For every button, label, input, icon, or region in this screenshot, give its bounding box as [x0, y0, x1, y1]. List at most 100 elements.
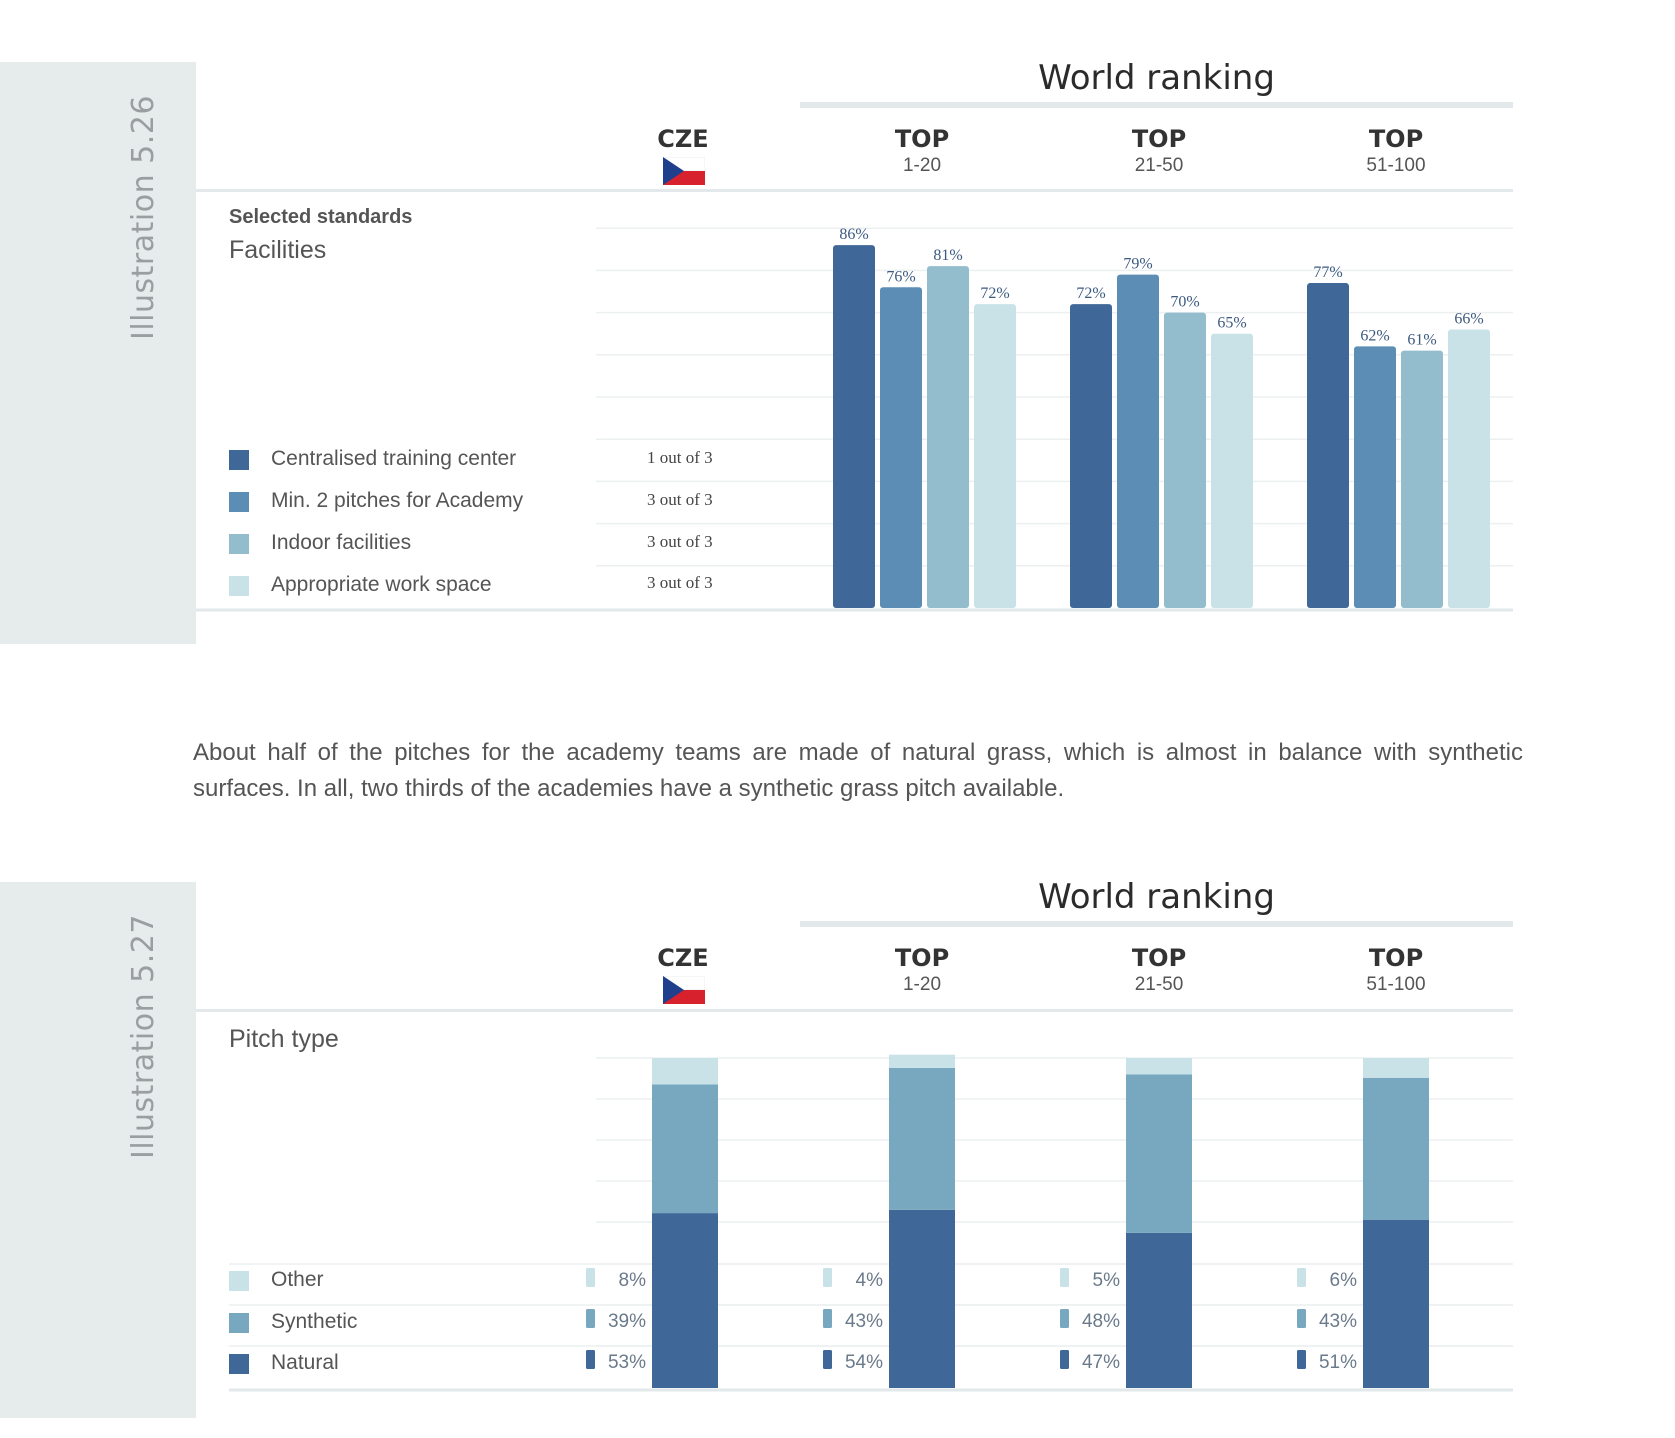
label-marker [1297, 1309, 1306, 1328]
column-header-top51-100-527: TOP 51-100 [1316, 944, 1476, 996]
legend-swatch [229, 450, 249, 470]
data-label: 47% [1082, 1352, 1120, 1373]
bar-segment [889, 1209, 955, 1388]
data-label: 65% [1217, 315, 1246, 332]
legend-swatch [229, 576, 249, 596]
data-label: 62% [1360, 327, 1389, 344]
data-label: 5% [1093, 1270, 1121, 1291]
bar-segment [1126, 1058, 1192, 1075]
legend-label: Indoor facilities [271, 531, 412, 554]
column-header-range: 51-100 [1366, 155, 1426, 176]
world-ranking-rule-526 [800, 102, 1513, 108]
bar-segment [889, 1054, 955, 1068]
bar-segment [1126, 1232, 1192, 1388]
bar [1401, 350, 1443, 608]
label-marker [1297, 1350, 1306, 1369]
cze-value: 3 out of 3 [647, 532, 713, 551]
column-header-cze-526: CZE [603, 125, 763, 153]
czech-flag-icon [663, 976, 705, 1004]
column-header-range: 1-20 [902, 974, 942, 995]
bar [1117, 274, 1159, 608]
legend-swatch [229, 1313, 249, 1333]
world-ranking-title-526: World ranking [1038, 58, 1275, 98]
data-label: 76% [886, 268, 915, 285]
header-rule-527 [196, 1009, 1513, 1012]
czech-flag-icon [663, 157, 705, 185]
data-label: 72% [1076, 285, 1105, 302]
data-label: 86% [839, 226, 868, 243]
data-label: 51% [1319, 1352, 1357, 1373]
data-label: 43% [1319, 1311, 1357, 1332]
bar [1307, 283, 1349, 608]
label-marker [823, 1350, 832, 1369]
illustration-panel-526 [0, 62, 196, 644]
legend-label: Other [271, 1268, 324, 1291]
data-label: 70% [1170, 294, 1199, 311]
bar-segment [889, 1067, 955, 1210]
cze-value: 1 out of 3 [647, 448, 713, 467]
column-header-label: TOP [1368, 125, 1424, 153]
body-paragraph: About half of the pitches for the academ… [193, 739, 1523, 802]
data-label: 53% [608, 1352, 646, 1373]
bar [1211, 333, 1253, 608]
data-label: 54% [845, 1352, 883, 1373]
bar [1070, 304, 1112, 608]
data-label: 66% [1454, 310, 1483, 327]
data-label: 72% [980, 285, 1009, 302]
legend-label: Min. 2 pitches for Academy [271, 489, 524, 512]
column-header-top1-20-527: TOP 1-20 [842, 944, 1002, 996]
data-label: 77% [1313, 264, 1342, 281]
cze-value: 3 out of 3 [647, 573, 713, 592]
cze-value: 3 out of 3 [647, 490, 713, 509]
chart-section-title-pitch-type: Pitch type [229, 1025, 339, 1053]
legend-swatch [229, 1271, 249, 1291]
bar-segment [652, 1084, 718, 1214]
bar [927, 266, 969, 608]
legend-swatch [229, 534, 249, 554]
data-label: 6% [1330, 1270, 1358, 1291]
data-label: 61% [1407, 332, 1436, 349]
chart-section-title-facilities: Facilities [229, 236, 327, 264]
data-label: 8% [619, 1270, 647, 1291]
bar-segment [1363, 1219, 1429, 1388]
bar-segment [652, 1213, 718, 1388]
bar-segment [1363, 1077, 1429, 1220]
header-rule-526 [196, 189, 1513, 192]
column-header-label: TOP [1131, 125, 1187, 153]
data-label: 81% [933, 247, 962, 264]
data-label: 79% [1123, 256, 1152, 273]
column-header-top51-100-526: TOP 51-100 [1316, 125, 1476, 177]
world-ranking-rule-527 [800, 921, 1513, 927]
column-header-label: CZE [657, 944, 709, 972]
column-header-range: 21-50 [1134, 155, 1184, 176]
column-header-label: TOP [894, 125, 950, 153]
label-marker [823, 1268, 832, 1287]
bar [974, 304, 1016, 608]
label-marker [1297, 1268, 1306, 1287]
label-marker [1060, 1350, 1069, 1369]
illustration-panel-527 [0, 882, 196, 1418]
column-header-top1-20-526: TOP 1-20 [842, 125, 1002, 177]
data-label: 39% [608, 1311, 646, 1332]
chart-subtitle: Selected standards [229, 206, 413, 228]
bar [1164, 312, 1206, 608]
legend-label: Centralised training center [271, 447, 517, 470]
legend-label: Synthetic [271, 1310, 358, 1333]
bar [880, 287, 922, 608]
label-marker [1060, 1268, 1069, 1287]
column-header-range: 21-50 [1134, 974, 1184, 995]
bar-segment [1126, 1074, 1192, 1233]
data-label: 43% [845, 1311, 883, 1332]
label-marker [586, 1350, 595, 1369]
column-header-label: CZE [657, 125, 709, 153]
legend-label: Appropriate work space [271, 573, 492, 596]
legend-swatch [229, 492, 249, 512]
column-header-top21-50-527: TOP 21-50 [1079, 944, 1239, 996]
label-marker [586, 1309, 595, 1328]
column-header-label: TOP [1368, 944, 1424, 972]
column-header-label: TOP [1131, 944, 1187, 972]
legend-label: Natural [271, 1351, 339, 1374]
label-marker [586, 1268, 595, 1287]
